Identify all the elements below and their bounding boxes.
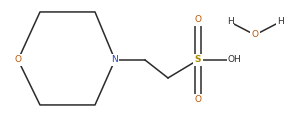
Text: N: N — [112, 55, 118, 64]
Text: H: H — [226, 17, 233, 26]
Text: O: O — [194, 95, 202, 104]
Text: OH: OH — [228, 55, 242, 64]
Text: H: H — [277, 17, 284, 26]
Text: S: S — [195, 55, 201, 64]
Text: O: O — [14, 55, 22, 64]
Text: O: O — [251, 30, 259, 39]
Text: O: O — [194, 15, 202, 24]
